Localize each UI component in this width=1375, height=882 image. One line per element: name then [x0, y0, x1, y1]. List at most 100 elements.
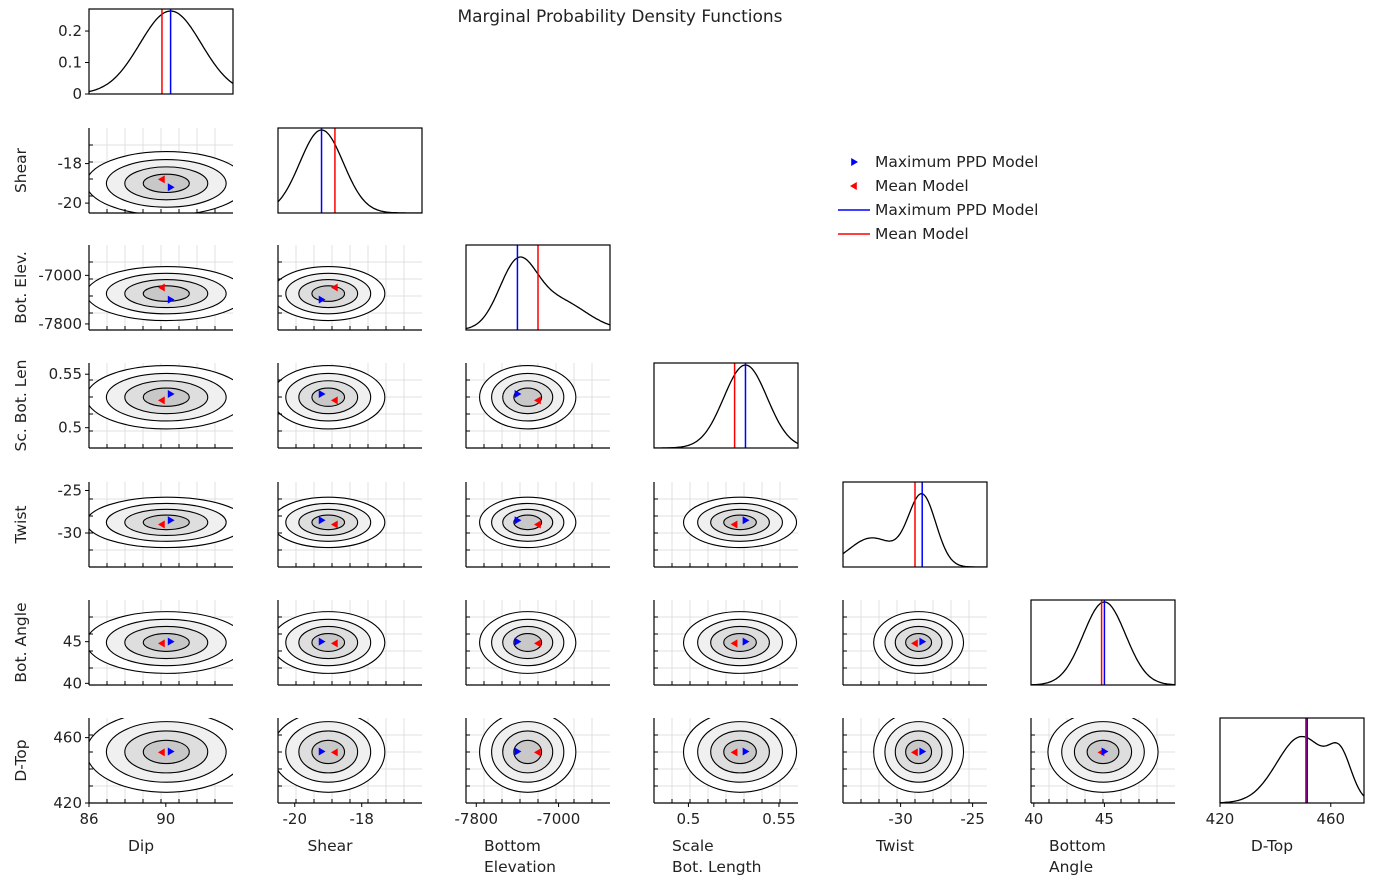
mean-marker: [330, 283, 338, 292]
legend-entry-3: Maximum PPD Model: [838, 201, 1038, 219]
mean-marker: [157, 748, 165, 757]
contour-panel-shear-scale_bottom_length: [277, 363, 422, 449]
contour-level-4: [723, 739, 757, 765]
max-ppd-marker: [318, 516, 326, 525]
mean-marker: [730, 748, 738, 757]
mean-marker: [534, 748, 541, 757]
y-tick-label: 0: [72, 85, 82, 103]
y-axis-label-shear: Shear: [12, 147, 30, 193]
contour-panel-dip-shear: [88, 128, 233, 214]
contour-level-4: [311, 739, 346, 765]
contour-level-4: [142, 739, 190, 765]
mean-marker: [157, 283, 165, 292]
mean-marker: [330, 396, 338, 405]
legend-entry-1: Maximum PPD Model: [851, 153, 1038, 171]
x-axis-label-shear: Shear: [307, 837, 353, 855]
contour-level-4: [311, 285, 346, 302]
mean-marker: [157, 396, 165, 405]
diag-panel-scale_bottom_length: [653, 362, 799, 449]
max-ppd-marker: [167, 516, 175, 525]
max-ppd-marker: [514, 637, 522, 646]
y-tick-label: 0.1: [58, 54, 82, 72]
x-tick-label: -20: [282, 810, 307, 828]
x-axis-label-d_top: D-Top: [1251, 837, 1293, 855]
pdf-curve-dip: [89, 10, 233, 93]
x-axis-label-bottom_angle: Angle: [1049, 858, 1093, 876]
y-tick-label: 0.2: [58, 22, 82, 40]
x-tick-label: -25: [960, 810, 985, 828]
y-tick-label: -7000: [38, 266, 82, 284]
mean-marker: [730, 520, 738, 529]
panel-frame: [1030, 599, 1176, 686]
y-tick-label: -30: [58, 524, 83, 542]
legend-entry-4: Mean Model: [838, 225, 969, 243]
legend-marker-swatch: [851, 158, 858, 166]
y-axis-label-d_top: D-Top: [12, 739, 30, 781]
y-axis-label-twist: Twist: [12, 505, 30, 544]
x-tick-label: 0.5: [676, 810, 700, 828]
contour-panel-shear-twist: [277, 482, 422, 568]
max-ppd-marker: [514, 516, 522, 525]
y-tick-label: 0.5: [58, 419, 82, 437]
legend: Maximum PPD Model Mean Model Maximum PPD M…: [838, 153, 1038, 243]
legend-label: Mean Model: [875, 177, 969, 195]
contour-level-4: [142, 173, 190, 194]
mean-marker: [730, 639, 738, 648]
max-ppd-marker: [167, 637, 175, 646]
y-tick-label: 0.55: [49, 365, 82, 383]
max-ppd-marker: [167, 390, 175, 399]
diag-panel-twist: [842, 481, 988, 568]
legend-label: Maximum PPD Model: [875, 201, 1038, 219]
legend-label: Maximum PPD Model: [875, 153, 1038, 171]
x-tick-label: -7800: [454, 810, 498, 828]
max-ppd-marker: [167, 747, 175, 756]
y-tick-label: -18: [58, 155, 83, 173]
y-tick-label: 420: [53, 794, 82, 812]
mean-marker: [911, 748, 918, 757]
y-axis-label-scale_bottom_length: Sc. Bot. Len: [12, 360, 30, 452]
max-ppd-marker: [318, 390, 326, 399]
contour-level-4: [142, 514, 190, 531]
contour-level-4: [723, 514, 757, 531]
contour-level-4: [311, 633, 346, 652]
max-ppd-marker: [167, 183, 175, 192]
max-ppd-marker: [742, 516, 750, 525]
max-ppd-marker: [742, 637, 750, 646]
max-ppd-marker: [167, 295, 175, 304]
panel-frame: [653, 362, 799, 449]
contour-panel-shear-bottom_angle: [277, 600, 422, 686]
max-ppd-marker: [318, 637, 326, 646]
max-ppd-marker: [514, 390, 522, 399]
x-tick-label: -30: [888, 810, 913, 828]
contour-level-4: [905, 739, 933, 765]
contour-level-4: [142, 285, 190, 302]
max-ppd-marker: [742, 747, 750, 756]
x-tick-label: 86: [79, 810, 98, 828]
contour-panel-shear-d_top: [277, 718, 422, 804]
max-ppd-marker: [318, 747, 326, 756]
max-ppd-marker: [318, 295, 326, 304]
y-tick-label: -7800: [38, 315, 82, 333]
contour-level-4: [311, 387, 346, 407]
x-axis-label-scale_bottom_length: Bot. Length: [672, 858, 762, 876]
y-tick-label: 460: [53, 729, 82, 747]
diag-panel-bottom_elevation: [465, 244, 611, 331]
panel-frame: [842, 481, 988, 568]
contour-panel-bottom_angle-d_top: [1030, 718, 1175, 804]
contour-panel-bottom_elevation-d_top: [465, 718, 610, 804]
pdf-curve-bottom_angle: [1031, 601, 1175, 685]
mean-marker: [157, 639, 165, 648]
y-axis-label-bottom_angle: Bot. Angle: [12, 602, 30, 682]
y-axis-label-bottom_elevation: Bot. Elev.: [12, 251, 30, 324]
diag-panel-d_top: [1219, 717, 1365, 804]
mean-marker: [330, 639, 338, 648]
contour-level-4: [513, 633, 543, 652]
max-ppd-marker: [919, 637, 927, 646]
contour-level-4: [142, 387, 190, 407]
contour-panel-twist-bottom_angle: [842, 600, 987, 686]
pdf-curve-shear: [278, 129, 422, 213]
mean-marker: [157, 175, 165, 184]
contour-panel-bottom_elevation-scale_bottom_length: [465, 363, 610, 449]
panel-frame: [88, 8, 234, 95]
